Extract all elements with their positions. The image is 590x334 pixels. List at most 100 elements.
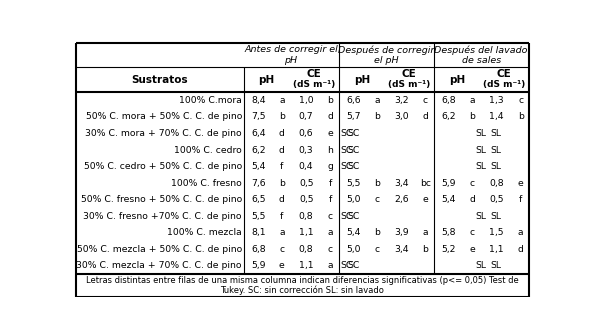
Text: g: g [327, 162, 333, 171]
Text: SC: SC [340, 162, 352, 171]
Text: SC: SC [348, 146, 360, 155]
Text: 5,9: 5,9 [441, 179, 456, 188]
Text: 0,8: 0,8 [299, 212, 313, 221]
Text: 5,9: 5,9 [251, 261, 266, 270]
Text: 0,3: 0,3 [299, 146, 313, 155]
Text: SL: SL [476, 261, 487, 270]
Text: b: b [469, 113, 475, 122]
Text: a: a [422, 228, 428, 237]
Text: Sustratos: Sustratos [132, 75, 188, 85]
Text: 100% C. mezcla: 100% C. mezcla [167, 228, 242, 237]
Text: c: c [374, 195, 379, 204]
Text: Letras distintas entre filas de una misma columna indican diferencias significat: Letras distintas entre filas de una mism… [86, 276, 519, 285]
Text: 0,5: 0,5 [299, 179, 313, 188]
Text: b: b [374, 228, 380, 237]
Text: 50% C. fresno + 50% C. C. de pino: 50% C. fresno + 50% C. C. de pino [81, 195, 242, 204]
Text: 0,7: 0,7 [299, 113, 313, 122]
Text: d: d [469, 195, 475, 204]
Text: 100% C. cedro: 100% C. cedro [174, 146, 242, 155]
Text: 3,0: 3,0 [394, 113, 408, 122]
Text: 6,2: 6,2 [251, 146, 266, 155]
Text: f: f [329, 195, 332, 204]
Text: b: b [374, 113, 380, 122]
Text: 8,1: 8,1 [251, 228, 266, 237]
Text: SL: SL [491, 212, 502, 221]
Text: SC: SC [348, 212, 360, 221]
Text: (dS m⁻¹): (dS m⁻¹) [293, 80, 335, 89]
Text: 5,4: 5,4 [346, 228, 361, 237]
Text: f: f [280, 212, 283, 221]
Text: SL: SL [476, 212, 487, 221]
Text: 7,5: 7,5 [251, 113, 266, 122]
Text: d: d [279, 146, 285, 155]
Text: pH: pH [258, 75, 275, 85]
Text: 0,8: 0,8 [489, 179, 504, 188]
Text: 0,8: 0,8 [299, 245, 313, 254]
Text: SL: SL [491, 146, 502, 155]
Text: c: c [279, 245, 284, 254]
Text: e: e [422, 195, 428, 204]
Text: 8,4: 8,4 [251, 96, 266, 105]
Text: a: a [469, 96, 475, 105]
Text: b: b [327, 96, 333, 105]
Text: 50% C. cedro + 50% C. C. de pino: 50% C. cedro + 50% C. C. de pino [84, 162, 242, 171]
Text: Antes de corregir el
pH: Antes de corregir el pH [244, 45, 338, 65]
Text: c: c [328, 245, 333, 254]
Text: d: d [517, 245, 523, 254]
Text: 100% C.mora: 100% C.mora [179, 96, 242, 105]
Text: 1,3: 1,3 [489, 96, 504, 105]
Text: 5,0: 5,0 [346, 195, 361, 204]
Text: 1,0: 1,0 [299, 96, 313, 105]
Text: 5,8: 5,8 [441, 228, 456, 237]
Text: f: f [519, 195, 522, 204]
Text: f: f [329, 179, 332, 188]
Text: SL: SL [491, 129, 502, 138]
Text: d: d [279, 129, 285, 138]
Text: a: a [279, 228, 284, 237]
Text: b: b [374, 179, 380, 188]
Text: 0,6: 0,6 [299, 129, 313, 138]
Text: 0,5: 0,5 [299, 195, 313, 204]
Text: (dS m⁻¹): (dS m⁻¹) [483, 80, 526, 89]
Text: 30% C. mezcla + 70% C. C. de pino: 30% C. mezcla + 70% C. C. de pino [77, 261, 242, 270]
Text: 30% C. mora + 70% C. C. de pino: 30% C. mora + 70% C. C. de pino [86, 129, 242, 138]
Text: SC: SC [348, 261, 360, 270]
Text: 3,4: 3,4 [394, 179, 408, 188]
Text: bc: bc [420, 179, 431, 188]
Text: SC: SC [340, 129, 352, 138]
Text: d: d [327, 113, 333, 122]
Text: d: d [422, 113, 428, 122]
Text: CE: CE [402, 69, 417, 79]
Text: 6,8: 6,8 [251, 245, 266, 254]
Text: c: c [470, 179, 474, 188]
Text: a: a [327, 228, 333, 237]
Text: CE: CE [497, 69, 512, 79]
Text: 100% C. fresno: 100% C. fresno [171, 179, 242, 188]
Text: Tukey. SC: sin corrección SL: sin lavado: Tukey. SC: sin corrección SL: sin lavado [221, 286, 384, 295]
Text: b: b [517, 113, 523, 122]
Text: CE: CE [307, 69, 322, 79]
Text: d: d [279, 195, 285, 204]
Text: c: c [328, 212, 333, 221]
Text: 6,2: 6,2 [441, 113, 456, 122]
Text: b: b [279, 179, 285, 188]
Text: e: e [517, 179, 523, 188]
Text: SC: SC [340, 261, 352, 270]
Text: 5,5: 5,5 [251, 212, 266, 221]
Text: 7,6: 7,6 [251, 179, 266, 188]
Text: 5,4: 5,4 [441, 195, 456, 204]
Text: SL: SL [491, 162, 502, 171]
Text: 3,9: 3,9 [394, 228, 408, 237]
Text: (dS m⁻¹): (dS m⁻¹) [388, 80, 431, 89]
Text: pH: pH [353, 75, 370, 85]
Text: 1,5: 1,5 [489, 228, 503, 237]
Text: 50% C. mora + 50% C. C. de pino: 50% C. mora + 50% C. C. de pino [86, 113, 242, 122]
Text: c: c [518, 96, 523, 105]
Text: 3,4: 3,4 [394, 245, 408, 254]
Text: Después de corregir
el pH: Después de corregir el pH [338, 45, 434, 65]
Text: a: a [327, 261, 333, 270]
Text: b: b [422, 245, 428, 254]
Text: 5,5: 5,5 [346, 179, 361, 188]
Text: e: e [279, 261, 285, 270]
Text: b: b [279, 113, 285, 122]
